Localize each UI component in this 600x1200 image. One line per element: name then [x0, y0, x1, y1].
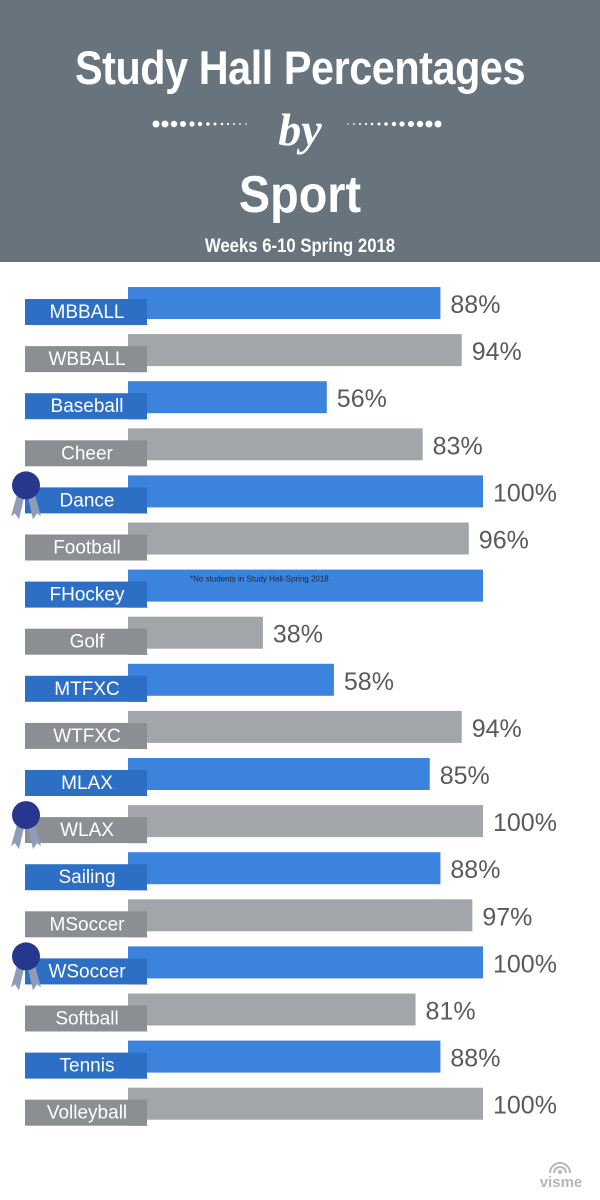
value-label-wbball: 94%	[472, 338, 522, 366]
bar-dance	[128, 475, 483, 508]
bar-mtfxc	[128, 663, 334, 696]
value-label-tennis: 88%	[450, 1045, 500, 1073]
category-label-fhockey: FHockey	[50, 585, 125, 606]
category-label-golf: Golf	[70, 632, 106, 653]
category-label-box-baseball	[25, 393, 147, 420]
value-label-softball: 81%	[426, 998, 476, 1026]
value-label-football: 96%	[479, 527, 529, 555]
category-label-baseball: Baseball	[51, 396, 124, 417]
value-label-baseball: 56%	[337, 385, 387, 413]
award-ribbon-icon-wlax	[11, 801, 41, 850]
bar-cheer	[128, 428, 423, 461]
category-label-box-sailing	[25, 864, 147, 891]
category-label-box-football	[25, 534, 147, 561]
decorative-dots-left	[152, 120, 247, 128]
value-label-cheer: 83%	[433, 432, 483, 460]
header-banner: Study Hall Percentages by Sport Weeks 6-…	[0, 0, 600, 262]
category-label-box-mlax	[25, 770, 147, 796]
bar-football	[128, 522, 469, 555]
bar-golf	[128, 616, 263, 649]
value-label-golf: 38%	[273, 621, 323, 649]
category-label-box-wsoccer	[25, 958, 147, 985]
category-label-box-wtfxc	[25, 722, 147, 749]
category-label-mbball: MBBALL	[50, 302, 125, 323]
chart-title-by: by	[278, 104, 322, 155]
bar-wlax	[128, 805, 483, 838]
bar-sailing	[128, 852, 441, 885]
category-label-dance: Dance	[60, 490, 115, 511]
value-label-wtfxc: 94%	[472, 715, 522, 743]
category-label-football: Football	[53, 538, 121, 559]
value-label-wsoccer: 100%	[493, 950, 557, 978]
chart-title-sport: Sport	[238, 166, 362, 224]
bar-msoccer	[128, 899, 473, 932]
bar-volleyball	[128, 1087, 483, 1120]
category-label-box-mbball	[25, 299, 147, 325]
category-label-box-cheer	[25, 440, 147, 467]
visme-logo-icon	[549, 1162, 571, 1174]
bar-wtfxc	[128, 710, 462, 743]
category-label-wlax: WLAX	[60, 820, 114, 841]
value-label-mlax: 85%	[440, 762, 490, 790]
category-label-cheer: Cheer	[61, 443, 113, 464]
bar-softball	[128, 993, 416, 1026]
category-label-box-wlax	[25, 817, 147, 844]
category-label-wsoccer: WSoccer	[48, 961, 126, 982]
award-ribbon-icon-dance	[11, 471, 41, 520]
ribbon-medal	[12, 801, 40, 830]
category-label-wtfxc: WTFXC	[53, 726, 121, 747]
chart-title: Study Hall Percentages	[74, 41, 526, 94]
bar-mbball	[128, 287, 441, 319]
value-label-dance: 100%	[493, 479, 557, 507]
category-label-volleyball: Volleyball	[47, 1103, 127, 1124]
value-label-mtfxc: 58%	[344, 668, 394, 696]
award-ribbon-icon-wsoccer	[11, 942, 41, 991]
bar-baseball	[128, 381, 327, 414]
bar-mlax	[128, 758, 430, 790]
decorative-dots-right	[347, 120, 442, 128]
category-label-box-dance	[25, 487, 147, 514]
value-label-msoccer: 97%	[482, 903, 532, 931]
category-label-box-golf	[25, 628, 147, 655]
category-label-box-softball	[25, 1005, 147, 1032]
ribbon-medal	[12, 942, 40, 971]
category-label-box-tennis	[25, 1052, 147, 1079]
category-label-box-fhockey	[25, 581, 147, 608]
bar-tennis	[128, 1040, 441, 1073]
value-label-volleyball: 100%	[493, 1092, 557, 1120]
category-label-mtfxc: MTFXC	[54, 679, 119, 700]
category-label-box-mtfxc	[25, 675, 147, 702]
category-label-tennis: Tennis	[60, 1056, 115, 1077]
category-label-box-volleyball	[25, 1099, 147, 1126]
value-label-mbball: 88%	[450, 291, 500, 319]
value-label-wlax: 100%	[493, 809, 557, 837]
value-label-sailing: 88%	[450, 856, 500, 884]
category-label-softball: Softball	[55, 1009, 118, 1030]
annotation-note: *No students in Study Hall-Spring 2018	[190, 575, 329, 584]
category-label-mlax: MLAX	[61, 773, 113, 794]
visme-watermark: visme	[539, 1174, 583, 1191]
category-label-box-msoccer	[25, 911, 147, 938]
category-label-wbball: WBBALL	[48, 349, 125, 370]
category-label-msoccer: MSoccer	[50, 914, 126, 935]
bar-wbball	[128, 334, 462, 367]
category-label-sailing: Sailing	[58, 867, 115, 888]
category-label-box-wbball	[25, 346, 147, 373]
ribbon-medal	[12, 471, 40, 500]
chart-subtitle: Weeks 6-10 Spring 2018	[204, 236, 396, 257]
bar-fhockey	[128, 569, 483, 602]
bar-wsoccer	[128, 946, 483, 979]
